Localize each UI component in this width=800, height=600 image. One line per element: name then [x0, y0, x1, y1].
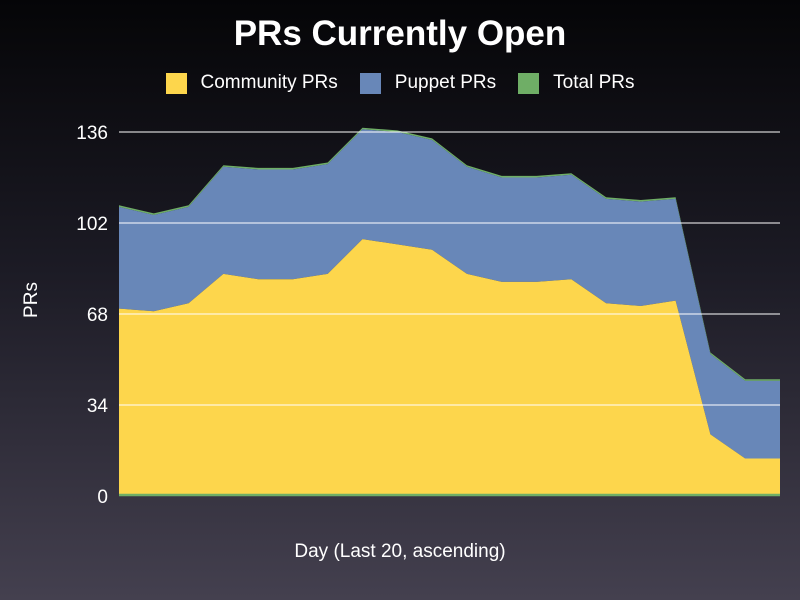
legend-item-puppet: Puppet PRs	[359, 72, 497, 94]
y-tick-label-102: 102	[76, 214, 108, 235]
area-puppet-prs	[119, 129, 780, 459]
y-tick-label-136: 136	[76, 123, 108, 144]
legend-swatch-total	[518, 72, 540, 94]
y-axis-label: PRs	[21, 282, 42, 318]
legend-swatch-community	[165, 72, 187, 94]
area-community-prs	[119, 239, 780, 496]
legend-item-total: Total PRs	[518, 72, 634, 94]
legend-swatch-puppet	[359, 72, 381, 94]
x-axis-label: Day (Last 20, ascending)	[294, 541, 506, 562]
y-tick-label-68: 68	[87, 305, 108, 326]
y-tick-label-34: 34	[87, 396, 109, 417]
legend-item-community: Community PRs	[165, 72, 338, 94]
chart-title: PRs Currently Open	[233, 14, 567, 53]
legend-label-total: Total PRs	[553, 72, 635, 93]
legend-label-puppet: Puppet PRs	[394, 72, 497, 93]
y-tick-label-0: 0	[97, 487, 108, 508]
legend-label-community: Community PRs	[200, 72, 338, 93]
area-total-prs	[119, 127, 780, 381]
legend: Community PRs Puppet PRs Total PRs	[0, 72, 800, 94]
